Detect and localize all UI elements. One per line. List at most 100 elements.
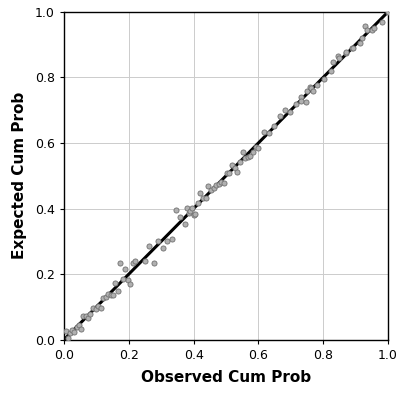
Point xyxy=(67,330,73,337)
Point xyxy=(342,49,349,56)
Point xyxy=(310,88,317,94)
Point xyxy=(127,281,134,287)
Point xyxy=(304,88,310,94)
Point xyxy=(84,315,91,321)
Point xyxy=(385,9,391,15)
Point xyxy=(252,144,259,150)
Point xyxy=(224,170,230,176)
Point xyxy=(369,26,375,33)
Point xyxy=(308,85,315,91)
Point xyxy=(74,324,80,330)
Point xyxy=(192,211,198,217)
Point xyxy=(168,236,175,243)
Point xyxy=(107,292,114,299)
Point xyxy=(112,280,119,286)
Point xyxy=(229,162,235,168)
Point xyxy=(321,76,327,82)
Point xyxy=(247,152,254,159)
Point xyxy=(69,327,76,333)
Point xyxy=(237,159,243,165)
Point xyxy=(100,295,106,301)
Point xyxy=(90,305,96,311)
Point xyxy=(357,40,363,46)
Point xyxy=(250,149,256,156)
Point xyxy=(255,145,262,151)
Point xyxy=(78,326,84,333)
Point xyxy=(218,179,225,185)
Point xyxy=(349,45,356,51)
Point xyxy=(155,238,162,244)
Point xyxy=(335,53,342,59)
Point xyxy=(276,113,283,119)
Point xyxy=(226,169,232,176)
Point xyxy=(216,181,222,187)
Point xyxy=(208,187,214,193)
Point xyxy=(186,210,192,216)
Point xyxy=(146,243,153,249)
Point xyxy=(76,322,82,328)
Y-axis label: Expected Cum Prob: Expected Cum Prob xyxy=(12,92,27,260)
Point xyxy=(271,123,278,130)
Point xyxy=(314,82,320,88)
Point xyxy=(303,98,309,105)
Point xyxy=(307,84,314,90)
Point xyxy=(298,98,304,104)
Point xyxy=(200,195,206,201)
Point xyxy=(343,49,349,55)
Point xyxy=(210,185,217,191)
Point xyxy=(130,260,136,267)
Point xyxy=(359,35,365,41)
Point xyxy=(330,59,336,66)
Point xyxy=(120,276,126,282)
Point xyxy=(202,195,209,201)
Point xyxy=(184,205,190,211)
Point xyxy=(122,266,128,273)
Point xyxy=(186,207,193,214)
Point xyxy=(287,109,294,115)
Point xyxy=(82,312,89,319)
Point xyxy=(125,277,131,284)
Point xyxy=(62,328,69,335)
Point xyxy=(182,221,188,227)
Point xyxy=(105,291,111,297)
Point xyxy=(65,335,71,341)
Point xyxy=(242,155,248,161)
Point xyxy=(117,260,124,266)
Point xyxy=(328,68,334,74)
Point xyxy=(197,190,204,196)
Point xyxy=(189,205,196,211)
Point xyxy=(213,182,219,188)
Point xyxy=(378,19,385,25)
Point xyxy=(239,149,246,156)
Point xyxy=(160,245,166,251)
Point xyxy=(132,258,138,264)
Point xyxy=(190,212,197,218)
Point xyxy=(297,94,304,101)
Point xyxy=(164,237,170,244)
Point xyxy=(71,329,78,335)
Point xyxy=(110,292,116,299)
Point xyxy=(234,169,240,175)
Point xyxy=(292,101,299,107)
Point xyxy=(336,55,342,62)
Point xyxy=(245,154,251,160)
Point xyxy=(194,200,201,206)
Point xyxy=(95,303,101,309)
Point xyxy=(151,260,157,266)
Point xyxy=(362,23,368,29)
Point xyxy=(371,24,378,31)
Point xyxy=(221,180,227,186)
X-axis label: Observed Cum Prob: Observed Cum Prob xyxy=(141,370,311,385)
Point xyxy=(115,288,121,295)
Point xyxy=(282,107,288,113)
Point xyxy=(260,129,267,135)
Point xyxy=(87,311,93,317)
Point xyxy=(364,26,370,33)
Point xyxy=(97,305,104,312)
Point xyxy=(266,130,272,137)
Point xyxy=(205,183,212,189)
Point xyxy=(102,294,109,300)
Point xyxy=(173,207,179,214)
Point xyxy=(177,214,184,220)
Point xyxy=(350,45,356,51)
